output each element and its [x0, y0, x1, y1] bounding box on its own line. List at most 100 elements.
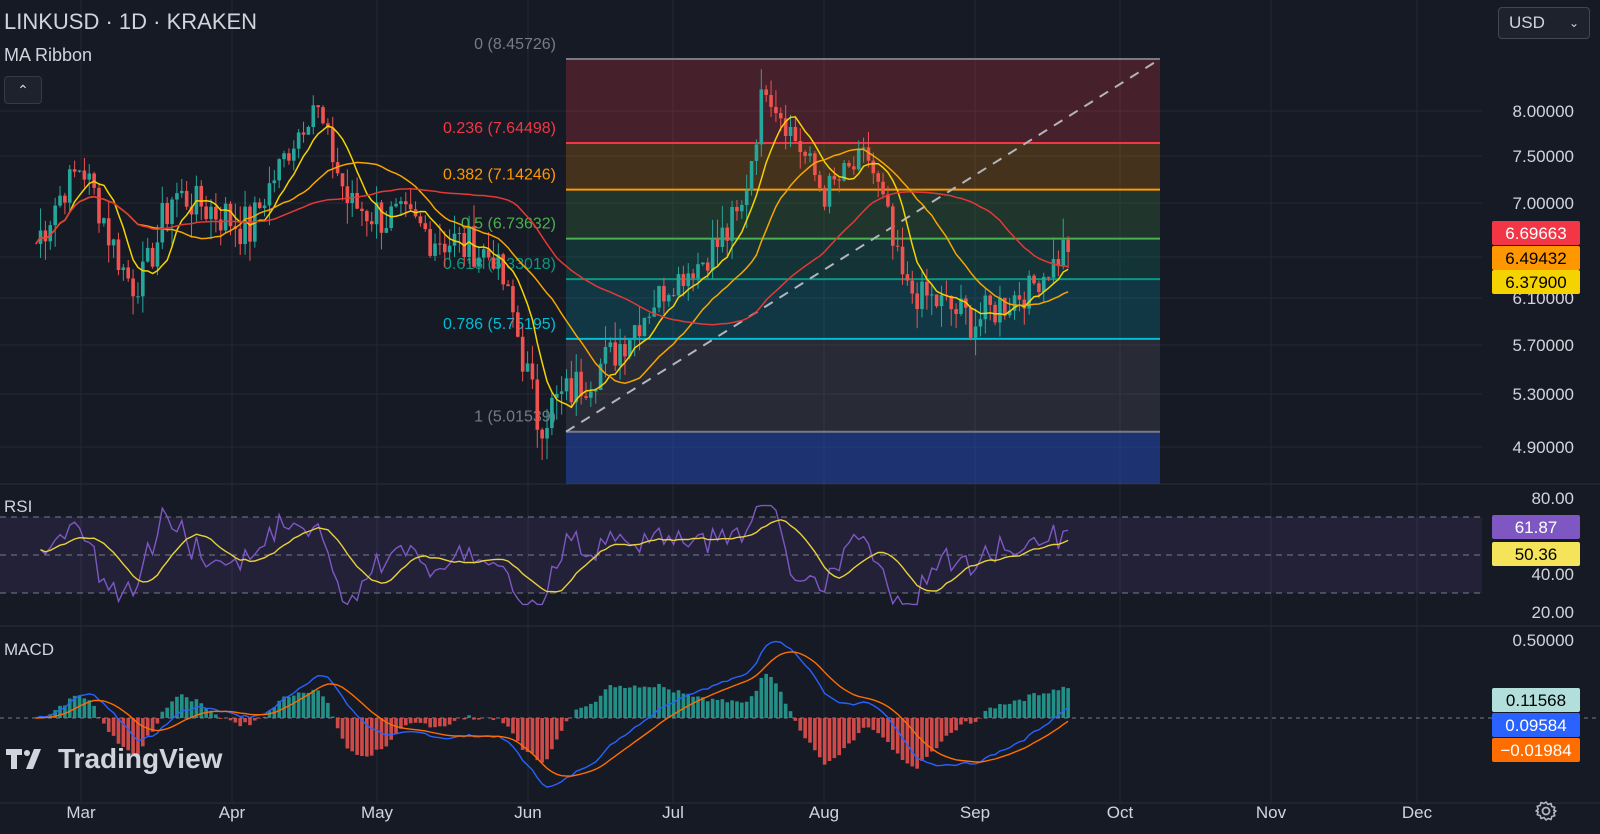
gear-icon[interactable] — [1534, 799, 1558, 823]
macd-title[interactable]: MACD — [4, 640, 55, 659]
signal-badge-bg — [1492, 738, 1580, 762]
time-tick-label: Dec — [1402, 803, 1433, 822]
candle-body — [218, 219, 223, 231]
indicator-name[interactable]: MA Ribbon — [4, 45, 93, 65]
collapse-button[interactable]: ⌃ — [4, 76, 42, 104]
macd-histogram-bar — [545, 718, 549, 760]
rsi-title[interactable]: RSI — [4, 497, 33, 516]
macd-histogram-bar — [199, 703, 204, 718]
macd-histogram-bar — [165, 707, 169, 718]
candle-body — [369, 221, 374, 225]
macd-histogram-bar — [321, 696, 325, 718]
macd-histogram-bar — [886, 718, 890, 742]
price-badges: 6.69663 6.49432 6.37900 61.87 50.36 0.11568 0.… — [1492, 221, 1580, 762]
candle-body — [715, 238, 720, 247]
candle-body — [671, 295, 676, 297]
macd-histogram-bar — [764, 673, 768, 718]
time-axis[interactable]: Mar Apr May Jun Jul Aug Sep Oct Nov Dec — [66, 803, 1432, 822]
macd-histogram-bar — [603, 689, 608, 718]
candle-body — [813, 153, 817, 176]
candle-body — [472, 226, 476, 267]
macd-histogram-bar — [1007, 703, 1012, 718]
macd-histogram-bar — [253, 718, 257, 721]
candle-body — [676, 274, 681, 296]
candle-body — [145, 247, 150, 262]
candle-body — [613, 342, 618, 366]
candle-body — [827, 175, 832, 207]
candle-body — [209, 206, 213, 220]
candle-body — [1046, 276, 1051, 278]
fib-level-label: 0.382 (7.14246) — [443, 167, 556, 184]
macd-histogram-bar — [350, 718, 355, 752]
candle-body — [403, 201, 408, 205]
candle-body — [67, 169, 72, 203]
candle-body — [710, 238, 715, 271]
candle-body — [837, 179, 842, 181]
symbol-title[interactable]: LINKUSD · 1D · KRAKEN — [4, 9, 258, 34]
macd-histogram-bar — [657, 683, 661, 718]
tradingview-logo-icon — [6, 749, 41, 769]
macd-histogram-bar — [584, 706, 588, 718]
candlestick-series — [38, 69, 1070, 460]
macd-histogram-bar — [554, 718, 559, 740]
candle-body — [744, 190, 749, 205]
macd-histogram-bar — [248, 718, 252, 726]
candle-body — [477, 257, 481, 267]
macd-histogram-bar — [501, 718, 505, 724]
candle-body — [184, 190, 189, 207]
macd-histogram-bar — [788, 711, 793, 718]
candle-body — [720, 227, 725, 247]
candle-body — [890, 206, 895, 246]
rsi-tick-label: 20.00 — [1531, 603, 1574, 622]
macd-histogram-bar — [116, 718, 121, 744]
candle-body — [423, 223, 428, 230]
candle-body — [637, 325, 642, 337]
candle-body — [428, 229, 432, 256]
macd-histogram-bar — [998, 704, 1002, 718]
candle-body — [291, 148, 296, 161]
macd-histogram-bar — [413, 718, 418, 723]
candle-body — [491, 257, 496, 269]
macd-histogram-bar — [968, 718, 973, 724]
fib-level-label: 0.786 (5.75195) — [443, 316, 556, 333]
macd-histogram-bar — [890, 718, 895, 750]
fib-level-label: 0.5 (6.73632) — [461, 216, 556, 233]
candle-body — [847, 162, 851, 167]
macd-histogram-bar — [452, 718, 457, 721]
currency-select[interactable]: USD ⌄ — [1498, 7, 1590, 39]
macd-histogram-bar — [423, 718, 428, 724]
macd-histogram-bar — [793, 718, 798, 721]
macd-histogram-bar — [462, 718, 467, 720]
candle-body — [1022, 299, 1027, 309]
candle-body — [886, 194, 890, 207]
candle-body — [267, 183, 272, 206]
macd-histogram-bar — [608, 685, 613, 718]
price-tick-label: 5.30000 — [1513, 385, 1574, 404]
candle-body — [179, 190, 184, 194]
macd-histogram-bar — [530, 718, 535, 754]
time-tick-label: Oct — [1107, 803, 1134, 822]
macd-histogram-bar — [701, 697, 705, 718]
candle-body — [72, 169, 77, 172]
rsi-ma-badge: 50.36 — [1515, 545, 1558, 564]
macd-histogram-bar — [214, 714, 218, 718]
candle-body — [204, 206, 208, 220]
candle-body — [569, 378, 574, 403]
macd-histogram-bar — [365, 718, 369, 757]
macd-histogram-bar — [535, 718, 540, 761]
candle-body — [725, 227, 730, 241]
macd-histogram-bar — [822, 718, 827, 765]
tradingview-logo[interactable]: TradingView — [6, 743, 222, 775]
price-axis[interactable]: 8.000007.500007.000006.100005.700005.300… — [1513, 102, 1574, 650]
candle-body — [199, 185, 204, 207]
candle-body — [925, 281, 929, 296]
macd-histogram-bar — [910, 718, 915, 767]
candle-body — [866, 147, 871, 161]
candle-body — [681, 274, 686, 286]
fibonacci-retracement[interactable]: 0 (8.45726) 0.236 (7.64498) 0.382 (7.14246… — [443, 36, 1161, 484]
macd-histogram-bar — [598, 695, 603, 718]
candle-body — [749, 160, 754, 191]
fib-zone — [566, 338, 1160, 432]
candle-body — [856, 148, 861, 170]
